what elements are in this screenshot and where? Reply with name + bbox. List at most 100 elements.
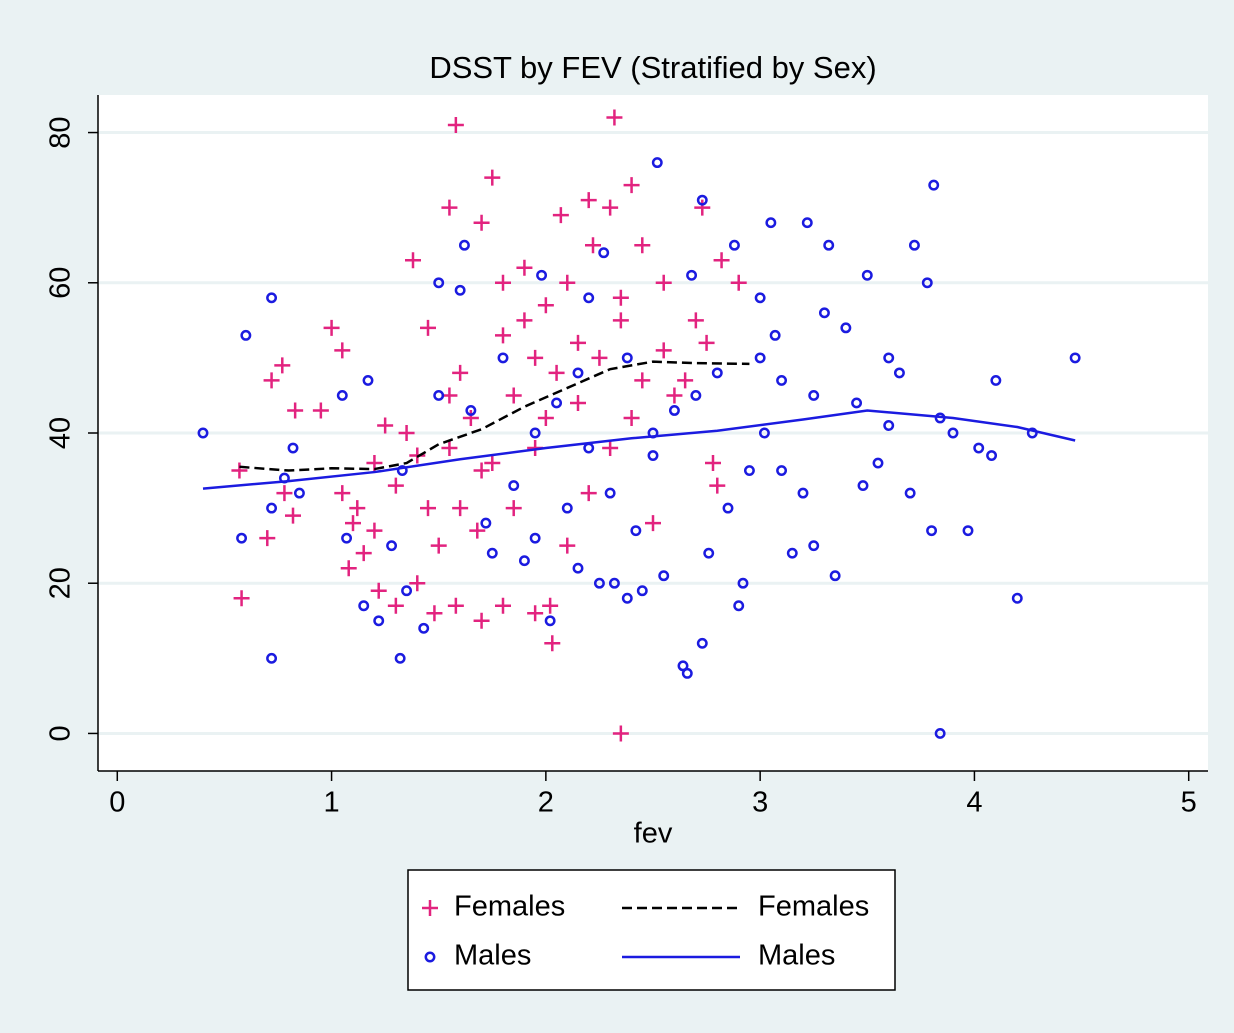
circle-marker	[480, 517, 492, 529]
circle-marker	[861, 269, 873, 281]
legend-label: Females	[454, 891, 565, 923]
plus-marker	[623, 409, 640, 426]
plus-marker	[259, 530, 276, 547]
circle-marker	[973, 442, 985, 454]
circle-marker	[418, 622, 430, 634]
circle-marker	[758, 427, 770, 439]
plus-marker	[231, 462, 248, 479]
circle-marker	[658, 570, 670, 582]
circle-marker	[604, 487, 616, 499]
legend-label: Females	[758, 891, 869, 923]
circle-marker	[236, 532, 248, 544]
circle-marker	[386, 540, 398, 552]
plus-marker	[349, 500, 366, 517]
plus-marker	[694, 199, 711, 216]
plus-marker	[287, 402, 304, 419]
circle-marker	[433, 277, 445, 289]
plus-marker	[709, 477, 726, 494]
plus-marker	[312, 402, 329, 419]
plus-marker	[677, 372, 694, 389]
plus-marker	[552, 207, 569, 224]
circle-marker	[621, 592, 633, 604]
circle-marker	[544, 615, 556, 627]
circle-marker	[508, 480, 520, 492]
plus-marker	[559, 274, 576, 291]
circle-marker	[465, 405, 477, 416]
plus-marker	[370, 582, 387, 599]
plus-marker	[645, 515, 661, 532]
plus-marker	[505, 387, 522, 404]
plus-marker	[542, 597, 559, 614]
plus-marker	[274, 357, 291, 374]
plus-marker	[580, 192, 597, 209]
circle-marker	[561, 502, 573, 514]
legend	[407, 869, 896, 991]
plus-marker	[612, 312, 629, 329]
plus-marker	[263, 372, 280, 389]
plus-marker	[516, 259, 533, 276]
circle-marker	[904, 487, 916, 499]
y-tick-label: 40	[45, 417, 77, 449]
circle-marker	[287, 442, 299, 454]
plus-marker	[655, 274, 672, 291]
y-tick-label: 0	[45, 725, 77, 741]
circle-marker	[396, 465, 408, 477]
lowess-line	[202, 409, 1076, 490]
circle-marker	[840, 322, 852, 334]
plus-marker	[687, 312, 704, 329]
plus-marker	[544, 635, 561, 652]
plus-marker	[495, 274, 511, 291]
plus-marker	[623, 177, 640, 194]
circle-marker	[883, 352, 895, 364]
circle-marker	[394, 652, 406, 664]
circle-marker	[737, 577, 749, 589]
circle-marker	[572, 367, 584, 379]
plus-marker	[441, 199, 458, 216]
plus-marker	[285, 507, 301, 524]
circle-marker	[497, 352, 509, 364]
plus-marker	[698, 334, 715, 351]
circle-marker	[551, 397, 563, 409]
plus-marker	[473, 214, 490, 231]
plus-marker	[323, 319, 340, 336]
x-tick-label: 3	[752, 787, 768, 819]
circle-marker	[851, 397, 863, 409]
plus-marker	[585, 237, 601, 254]
plus-marker	[377, 417, 394, 434]
plus-marker	[387, 597, 404, 614]
legend-marker	[422, 900, 438, 916]
plus-marker	[430, 537, 447, 554]
circle-marker	[458, 239, 470, 251]
x-tick-label: 1	[324, 787, 340, 819]
circle-marker	[401, 585, 413, 597]
circle-marker	[921, 277, 933, 289]
circle-marker	[1026, 427, 1038, 439]
circle-marker	[240, 329, 252, 341]
circle-marker	[872, 457, 884, 469]
circle-marker	[293, 487, 305, 499]
plus-marker	[537, 409, 554, 426]
circle-marker	[690, 389, 702, 401]
plus-marker	[345, 515, 361, 532]
circle-marker	[630, 525, 642, 537]
x-tick-label: 2	[538, 787, 554, 819]
plus-marker	[334, 342, 351, 359]
circle-marker	[696, 637, 708, 649]
plus-marker	[612, 289, 629, 306]
plus-marker	[398, 425, 415, 441]
plus-marker	[634, 237, 651, 254]
circle-marker	[266, 292, 278, 304]
circle-marker	[536, 269, 548, 281]
circle-marker	[608, 577, 620, 589]
plus-marker	[612, 725, 629, 742]
plus-marker	[602, 199, 619, 216]
x-tick-label: 0	[109, 787, 125, 819]
circle-marker	[808, 540, 820, 552]
circle-marker	[733, 600, 745, 612]
plus-marker	[527, 605, 544, 622]
plus-marker	[447, 117, 464, 134]
plus-marker	[334, 485, 351, 502]
plus-marker	[505, 500, 522, 517]
plus-marker	[559, 537, 576, 554]
